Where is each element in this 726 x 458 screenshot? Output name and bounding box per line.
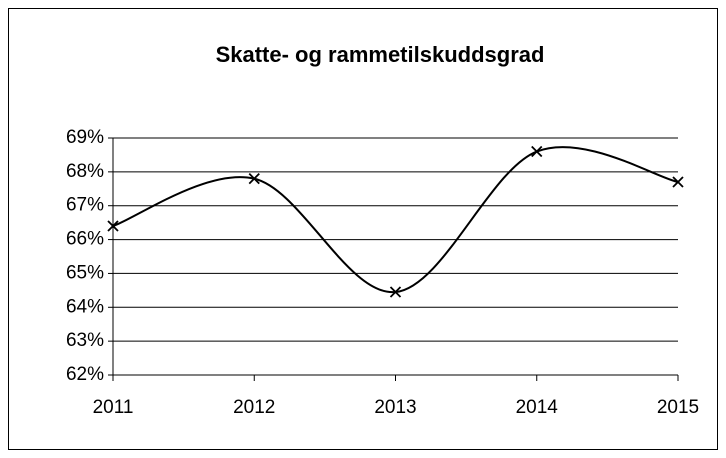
x-tick-label: 2012 — [233, 397, 275, 418]
y-tick-label: 63% — [66, 330, 104, 351]
y-tick-label: 64% — [66, 296, 104, 317]
chart-title: Skatte- og rammetilskuddsgrad — [216, 42, 545, 67]
x-tick-label: 2011 — [93, 397, 134, 418]
y-tick-label: 69% — [66, 127, 104, 148]
point-marker — [248, 172, 260, 185]
x-tick-label: 2015 — [657, 397, 699, 418]
y-tick-label: 66% — [66, 229, 104, 250]
point-marker — [389, 286, 402, 298]
point-marker — [672, 176, 684, 188]
point-marker — [107, 220, 119, 232]
y-tick-label: 62% — [66, 364, 104, 385]
y-tick-label: 67% — [66, 195, 104, 216]
point-marker — [531, 145, 543, 158]
x-tick-label: 2014 — [516, 397, 559, 418]
chart-border — [8, 8, 718, 450]
x-tick-label: 2013 — [374, 397, 416, 418]
y-tick-label: 65% — [66, 262, 104, 283]
y-tick-label: 68% — [66, 161, 104, 182]
